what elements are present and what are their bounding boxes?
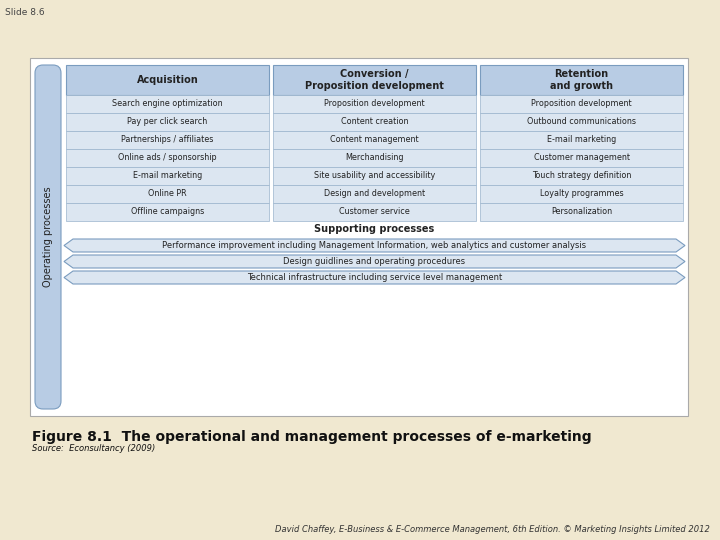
Text: Design and development: Design and development — [324, 190, 425, 199]
Text: David Chaffey, E-Business & E-Commerce Management, 6th Edition. © Marketing Insi: David Chaffey, E-Business & E-Commerce M… — [275, 525, 710, 534]
Bar — [273, 185, 476, 203]
Text: Content creation: Content creation — [341, 118, 408, 126]
FancyBboxPatch shape — [35, 65, 61, 409]
Bar — [273, 113, 476, 131]
Bar — [66, 167, 269, 185]
Text: Online ads / sponsorship: Online ads / sponsorship — [118, 153, 217, 163]
Bar — [273, 95, 476, 113]
Text: Search engine optimization: Search engine optimization — [112, 99, 222, 109]
Bar — [480, 149, 683, 167]
Text: Outbound communications: Outbound communications — [527, 118, 636, 126]
Text: Partnerships / affiliates: Partnerships / affiliates — [121, 136, 214, 145]
Polygon shape — [64, 239, 685, 252]
Bar — [66, 149, 269, 167]
Polygon shape — [64, 255, 685, 268]
Text: E-mail marketing: E-mail marketing — [547, 136, 616, 145]
Text: Operating processes: Operating processes — [43, 187, 53, 287]
Text: Customer service: Customer service — [339, 207, 410, 217]
Text: E-mail marketing: E-mail marketing — [133, 172, 202, 180]
Bar — [273, 131, 476, 149]
Bar — [66, 113, 269, 131]
Bar — [66, 95, 269, 113]
Text: Technical infrastructure including service level management: Technical infrastructure including servi… — [247, 273, 502, 282]
Bar — [480, 167, 683, 185]
Bar — [273, 65, 476, 95]
Bar — [66, 185, 269, 203]
Bar — [273, 167, 476, 185]
Text: Supporting processes: Supporting processes — [315, 224, 435, 234]
Bar — [66, 203, 269, 221]
Text: Performance improvement including Management Information, web analytics and cust: Performance improvement including Manage… — [163, 241, 587, 250]
Text: Retention
and growth: Retention and growth — [550, 69, 613, 91]
Text: Conversion /
Proposition development: Conversion / Proposition development — [305, 69, 444, 91]
Text: Merchandising: Merchandising — [346, 153, 404, 163]
Text: Online PR: Online PR — [148, 190, 186, 199]
Text: Offline campaigns: Offline campaigns — [131, 207, 204, 217]
Polygon shape — [64, 271, 685, 284]
Text: Slide 8.6: Slide 8.6 — [5, 8, 45, 17]
Bar — [480, 113, 683, 131]
Bar — [66, 131, 269, 149]
Text: Proposition development: Proposition development — [531, 99, 632, 109]
Bar — [480, 65, 683, 95]
Text: Pay per click search: Pay per click search — [127, 118, 207, 126]
Text: Figure 8.1  The operational and management processes of e-marketing: Figure 8.1 The operational and managemen… — [32, 430, 592, 444]
Text: Acquisition: Acquisition — [137, 75, 199, 85]
Text: Customer management: Customer management — [534, 153, 629, 163]
Text: Loyalty programmes: Loyalty programmes — [540, 190, 624, 199]
Text: Content management: Content management — [330, 136, 419, 145]
Text: Site usability and accessibility: Site usability and accessibility — [314, 172, 435, 180]
Text: Proposition development: Proposition development — [324, 99, 425, 109]
Text: Design guidlines and operating procedures: Design guidlines and operating procedure… — [284, 257, 466, 266]
Bar — [480, 131, 683, 149]
Bar — [273, 149, 476, 167]
Bar — [480, 185, 683, 203]
Bar — [66, 65, 269, 95]
Bar — [480, 203, 683, 221]
Bar — [30, 58, 688, 416]
Text: Touch strategy definition: Touch strategy definition — [532, 172, 631, 180]
Text: Source:  Econsultancy (2009): Source: Econsultancy (2009) — [32, 444, 156, 453]
Bar — [273, 203, 476, 221]
Text: Personalization: Personalization — [551, 207, 612, 217]
Bar — [480, 95, 683, 113]
